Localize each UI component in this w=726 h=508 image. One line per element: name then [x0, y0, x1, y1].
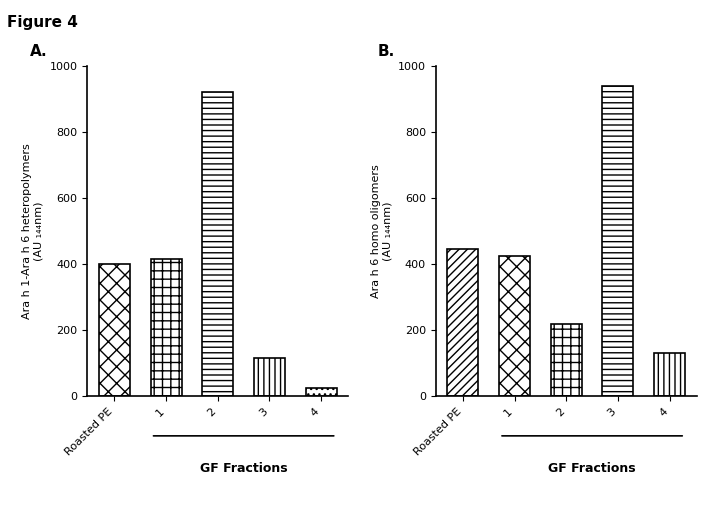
Bar	[603, 86, 633, 396]
Text: Figure 4: Figure 4	[7, 15, 78, 30]
Bar	[99, 264, 130, 396]
Text: GF Fractions: GF Fractions	[548, 462, 636, 475]
Bar	[151, 259, 182, 396]
Text: GF Fractions: GF Fractions	[200, 462, 287, 475]
Bar	[654, 354, 685, 396]
Bar	[203, 92, 233, 396]
Bar	[306, 388, 337, 396]
Y-axis label: Ara h 6 homo oligomers
(AU ₁₄₄nm): Ara h 6 homo oligomers (AU ₁₄₄nm)	[371, 164, 392, 298]
Bar	[551, 324, 582, 396]
Bar	[447, 249, 478, 396]
Text: B.: B.	[378, 44, 396, 59]
Bar	[499, 256, 530, 396]
Text: A.: A.	[30, 44, 47, 59]
Y-axis label: Ara h 1-Ara h 6 heteropolymers
(AU ₁₄₄nm): Ara h 1-Ara h 6 heteropolymers (AU ₁₄₄nm…	[23, 143, 44, 319]
Bar	[254, 358, 285, 396]
